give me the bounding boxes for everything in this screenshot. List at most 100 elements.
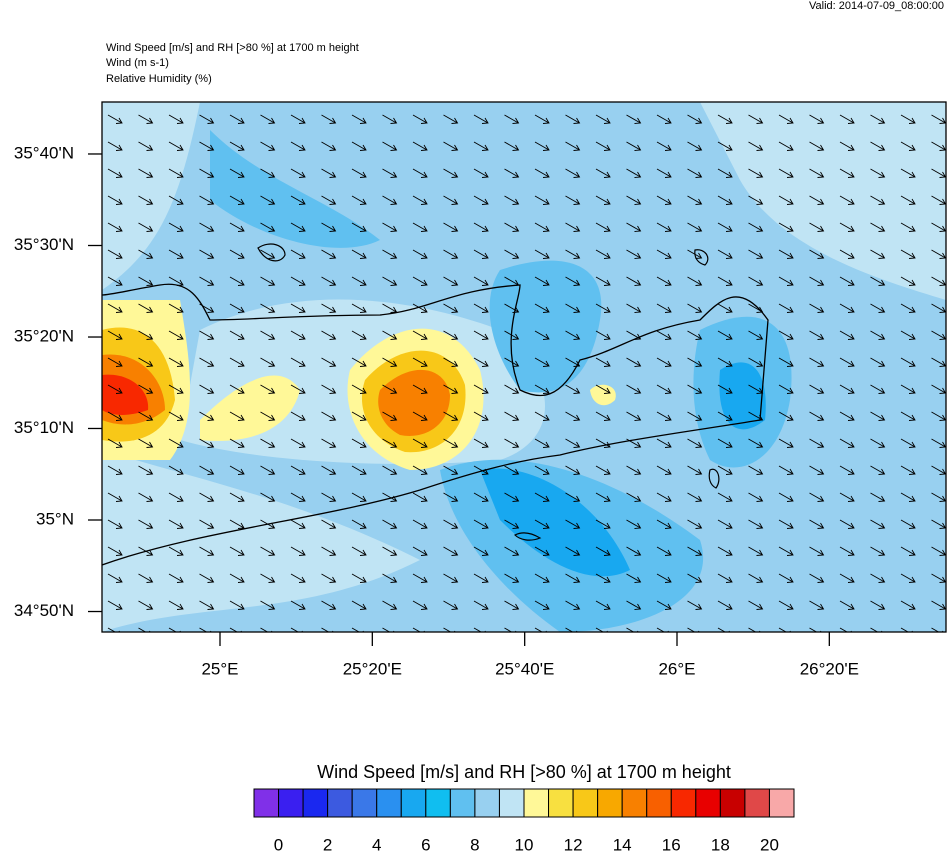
wind-arrow [351,141,367,151]
wind-arrow [168,141,184,151]
wind-arrow [412,249,428,259]
wind-arrow [473,249,489,259]
wind-arrow [382,141,398,151]
wind-arrow [351,411,367,421]
x-tick-label: 25°E [201,659,238,678]
wind-arrow [473,303,489,313]
wind-arrow [504,492,520,502]
colorbar-box [523,788,550,818]
colorbar-box [621,788,648,818]
wind-arrow [199,546,215,556]
wind-arrow [565,276,581,286]
wind-arrow [229,411,245,421]
wind-arrow [229,384,245,394]
wind-arrow [351,600,367,610]
wind-arrow [900,546,916,556]
wind-arrow [656,546,672,556]
wind-arrow [626,114,642,124]
wind-arrow [870,411,886,421]
wind-arrow [229,600,245,610]
wind-arrow [412,546,428,556]
wind-arrow [565,249,581,259]
wind-arrow [534,141,550,151]
wind-arrow [809,627,822,632]
wind-arrow [473,276,489,286]
wind-arrow [717,627,731,632]
wind-arrow [138,546,154,556]
colorbar-tick-label: 18 [711,835,730,854]
wind-arrow [443,114,459,124]
wind-arrow [107,573,123,583]
wind-arrow [473,465,489,475]
wind-arrow [504,384,520,394]
wind-arrow [412,114,428,124]
wind-arrow [687,141,703,151]
wind-arrow [534,438,550,448]
wind-arrow [168,519,184,529]
wind-arrow [199,411,215,421]
wind-arrow [504,573,520,583]
wind-arrow [534,168,550,178]
wind-arrow [504,114,520,124]
colorbar-box [327,788,353,818]
wind-arrow [199,384,215,394]
wind-arrow [687,384,703,394]
wind-arrow [443,330,459,340]
wind-arrow [717,168,733,178]
wind-arrow [321,357,337,367]
wind-arrow [412,600,428,610]
wind-arrow [839,519,855,529]
wind-arrow [748,465,764,475]
wind-arrow [534,114,550,124]
wind-arrow [534,222,550,232]
wind-arrow [412,438,428,448]
wind-arrow [534,357,550,367]
wind-arrow [748,330,764,340]
wind-arrow [595,627,609,632]
wind-arrow [107,357,123,367]
wind-arrow [229,222,245,232]
wind-arrow [870,384,886,394]
wind-arrow [534,303,550,313]
wind-arrow [168,330,184,340]
wind-arrow [595,546,611,556]
wind-arrow [138,222,154,232]
wind-arrow [290,357,306,367]
wind-arrow [138,438,154,448]
wind-arrow [748,573,764,583]
wind-arrow [443,384,459,394]
wind-arrow [260,546,276,556]
wind-arrow [900,600,916,610]
wind-arrow [504,222,520,232]
wind-arrow [351,573,367,583]
wind-arrow [443,141,459,151]
wind-arrow [870,276,886,286]
wind-arrow [290,114,306,124]
wind-arrow [839,357,855,367]
wind-arrow [229,276,245,286]
wind-arrow [504,600,520,610]
wind-arrow [138,141,154,151]
wind-arrow [351,195,367,205]
wind-arrow [473,546,489,556]
wind-arrow [595,114,611,124]
wind-arrow [260,384,276,394]
wind-arrow [656,627,670,632]
wind-arrow [168,573,184,583]
wind-arrow [778,492,794,502]
wind-arrow [778,141,794,151]
wind-arrow [748,492,764,502]
wind-arrow [321,303,337,313]
wind-arrow [229,492,245,502]
wind-arrow [534,627,548,632]
wind-arrow [473,600,489,610]
wind-arrow [626,249,642,259]
colorbar-box [376,788,402,818]
wind-arrow [229,303,245,313]
y-tick-label: 35°30'N [14,235,74,254]
wind-arrow [351,492,367,502]
wind-arrow [168,168,184,178]
wind-arrow [839,303,855,313]
wind-arrow [839,600,855,610]
wind-arrow [717,114,733,124]
